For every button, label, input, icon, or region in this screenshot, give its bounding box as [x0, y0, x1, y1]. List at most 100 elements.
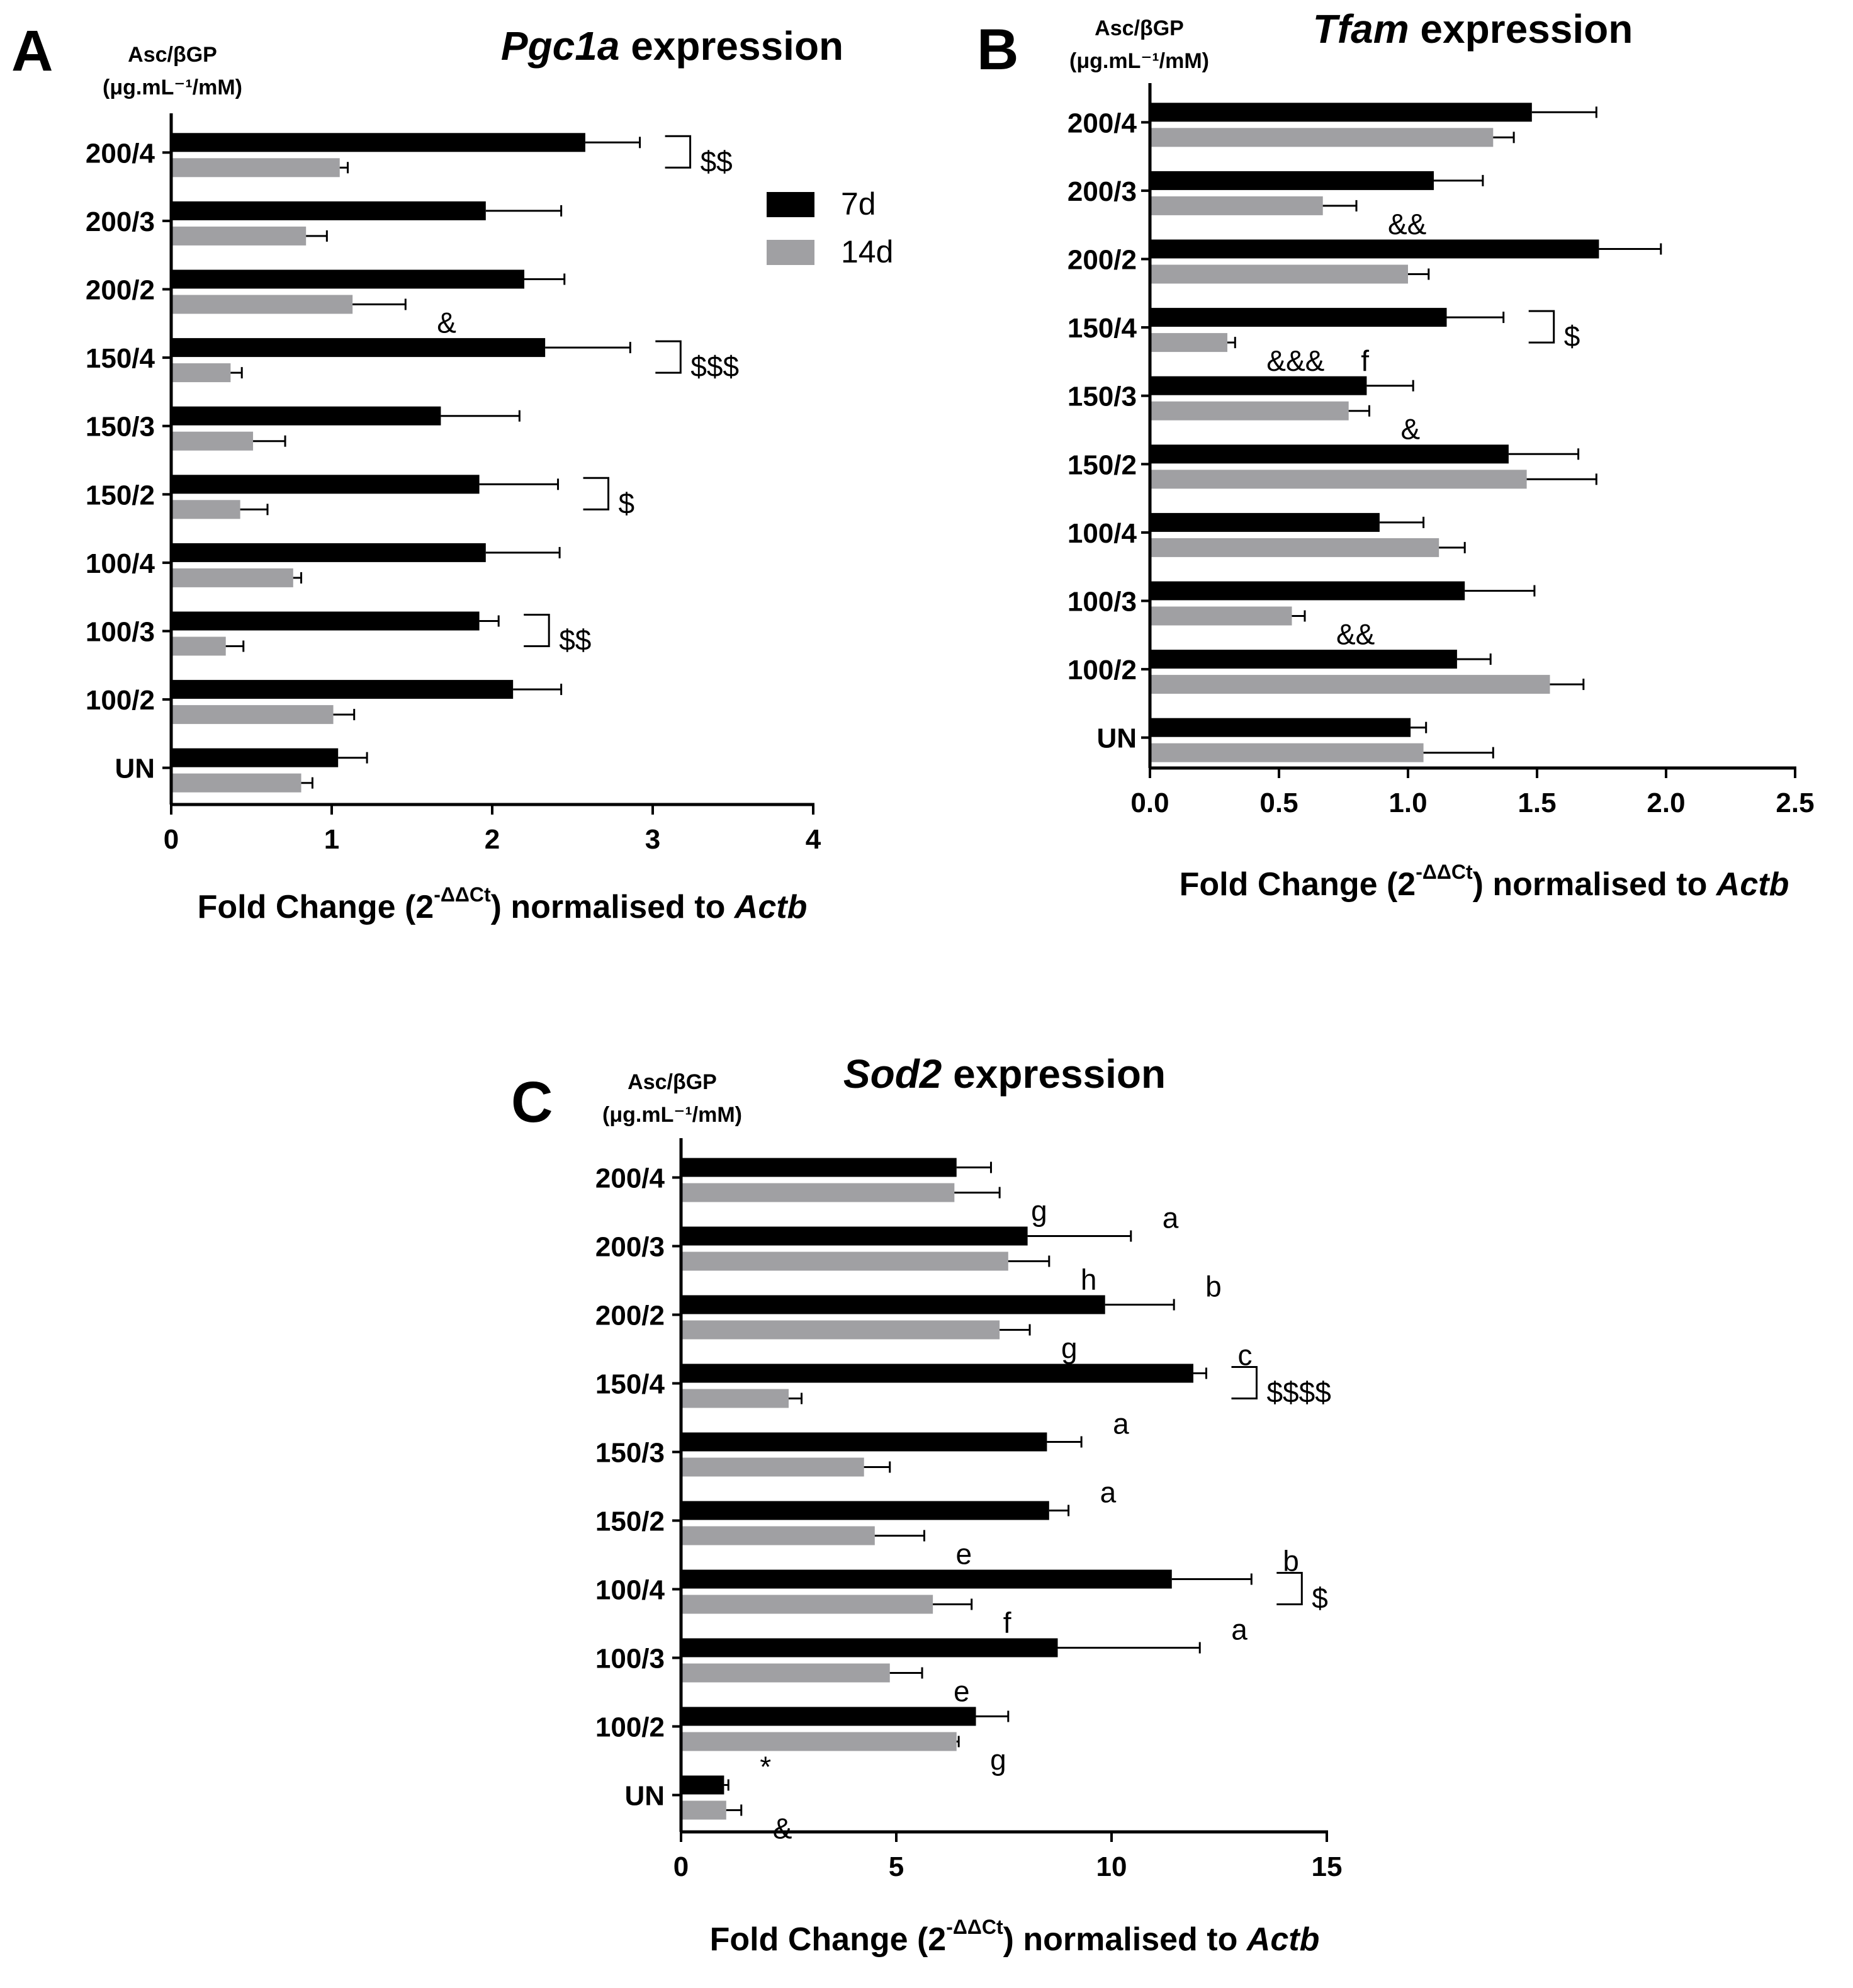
y-axis-label-line1: Asc/βGP — [1095, 16, 1184, 40]
x-axis-label-mid: ) normalised to — [1003, 1921, 1247, 1958]
category-label: 200/3 — [86, 206, 155, 237]
bar-7d-100/3 — [1150, 581, 1465, 601]
category-label: 100/2 — [86, 685, 155, 716]
y-axis-label-line2: (μg.mL⁻¹/mM) — [602, 1103, 742, 1127]
bar-7d-150/4 — [1150, 308, 1447, 327]
bar-14d-100/4 — [1150, 538, 1439, 557]
x-tick-label: 0 — [164, 824, 179, 855]
x-axis-label: Fold Change (2-ΔΔCt) normalised to Actb — [710, 1916, 1320, 1958]
bar-14d-150/3 — [1150, 401, 1349, 421]
x-tick-label: 3 — [645, 824, 660, 855]
chart-title: Sod2 expression — [843, 1051, 1166, 1097]
x-tick-label: 10 — [1096, 1851, 1127, 1882]
bar-14d-150/2 — [681, 1526, 875, 1545]
x-axis-label-pre: Fold Change (2 — [1180, 866, 1416, 903]
y-axis-label-line1: Asc/βGP — [128, 43, 217, 67]
significance-label: $$ — [559, 624, 591, 657]
category-label: UN — [115, 754, 155, 784]
chart-title-gene: Tfam — [1313, 6, 1409, 52]
bar-14d-200/4 — [171, 158, 340, 178]
x-axis-label-gene: Actb — [733, 889, 808, 925]
significance-label: b — [1205, 1270, 1222, 1303]
category-label: 150/4 — [1067, 313, 1137, 344]
significance-bracket — [1231, 1366, 1258, 1399]
significance-label: a — [1100, 1476, 1117, 1509]
x-axis-label-mid: ) normalised to — [491, 889, 735, 925]
x-axis-label-pre: Fold Change (2 — [710, 1921, 947, 1958]
significance-label: a — [1163, 1202, 1179, 1234]
bar-7d-100/2 — [1150, 650, 1457, 669]
bar-14d-200/2 — [681, 1320, 1000, 1340]
bar-7d-100/4 — [681, 1569, 1172, 1589]
bar-7d-150/4 — [681, 1364, 1193, 1383]
bar-14d-100/2 — [681, 1732, 957, 1751]
bar-14d-200/2 — [171, 295, 353, 314]
x-axis-label: Fold Change (2-ΔΔCt) normalised to Actb — [198, 883, 808, 925]
significance-label: a — [1113, 1408, 1129, 1440]
category-label: UN — [1096, 723, 1137, 754]
chart-title-rest: expression — [1409, 6, 1633, 52]
bar-7d-100/2 — [681, 1707, 976, 1726]
category-label: 200/2 — [1067, 245, 1137, 276]
bar-7d-150/3 — [681, 1432, 1047, 1452]
bar-7d-150/2 — [681, 1501, 1049, 1520]
significance-label: & — [437, 307, 456, 339]
x-tick-label: 1.5 — [1518, 788, 1556, 818]
bar-14d-150/4 — [171, 363, 231, 383]
bar-14d-100/2 — [1150, 675, 1550, 694]
chart-title-gene: Pgc1a — [501, 23, 620, 69]
x-axis-label: Fold Change (2-ΔΔCt) normalised to Actb — [1180, 861, 1789, 903]
bar-14d-200/2 — [1150, 264, 1408, 284]
bar-7d-200/2 — [681, 1295, 1105, 1314]
significance-label: $$ — [701, 145, 733, 178]
bar-7d-100/2 — [171, 680, 514, 699]
x-axis-label-sup: -ΔΔCt — [434, 883, 491, 906]
significance-bracket — [655, 340, 682, 374]
bar-7d-200/4 — [1150, 103, 1532, 122]
significance-bracket — [1276, 1572, 1303, 1605]
category-label: 200/2 — [595, 1301, 665, 1331]
significance-label: f — [1003, 1607, 1011, 1639]
category-label: 150/3 — [1067, 381, 1137, 412]
significance-bracket — [1528, 310, 1555, 344]
category-label: 100/4 — [1067, 518, 1137, 549]
x-tick-label: 1 — [324, 824, 339, 855]
bar-7d-100/3 — [171, 611, 480, 631]
bar-7d-100/4 — [1150, 512, 1380, 532]
significance-label: g — [1031, 1195, 1047, 1228]
x-tick-label: 0.0 — [1130, 788, 1169, 818]
x-tick-label: 2.0 — [1647, 788, 1685, 818]
significance-bracket — [524, 614, 550, 647]
significance-label: g — [990, 1744, 1006, 1776]
legend-swatch — [767, 240, 814, 265]
x-axis-label-mid: ) normalised to — [1473, 866, 1716, 903]
bar-14d-200/3 — [1150, 196, 1323, 215]
significance-label: * — [760, 1751, 771, 1783]
panel-letter: B — [977, 18, 1018, 82]
significance-label: e — [955, 1538, 972, 1571]
chart-panel-a: A Pgc1a expression Asc/βGP (μg.mL⁻¹/mM) 200/… — [11, 19, 893, 925]
bar-14d-UN — [681, 1800, 726, 1820]
x-tick-label: 0.5 — [1259, 788, 1298, 818]
bar-14d-200/3 — [681, 1251, 1008, 1271]
significance-label: & — [773, 1812, 792, 1845]
bar-7d-UN — [1150, 718, 1411, 737]
significance-bracket — [583, 477, 610, 511]
bar-14d-100/3 — [1150, 606, 1292, 626]
bar-14d-100/3 — [171, 636, 226, 656]
category-label: 150/4 — [86, 343, 155, 374]
significance-label: $$$$ — [1266, 1376, 1331, 1409]
bar-14d-100/3 — [681, 1663, 890, 1683]
significance-bracket — [665, 135, 692, 169]
x-tick-label: 4 — [806, 824, 821, 855]
chart-panel-c: C Sod2 expression Asc/βGP (μg.mL⁻¹/mM) 200/4… — [511, 1051, 1342, 1958]
bar-7d-UN — [681, 1775, 724, 1795]
x-axis-label-gene: Actb — [1246, 1921, 1320, 1958]
y-axis-label-line1: Asc/βGP — [628, 1070, 717, 1094]
category-label: 150/2 — [595, 1506, 665, 1537]
bar-7d-200/3 — [1150, 171, 1434, 190]
bar-14d-150/4 — [1150, 333, 1227, 353]
significance-label: $$$ — [690, 350, 739, 383]
bar-14d-150/3 — [681, 1457, 864, 1477]
y-axis-label-line2: (μg.mL⁻¹/mM) — [103, 76, 242, 99]
